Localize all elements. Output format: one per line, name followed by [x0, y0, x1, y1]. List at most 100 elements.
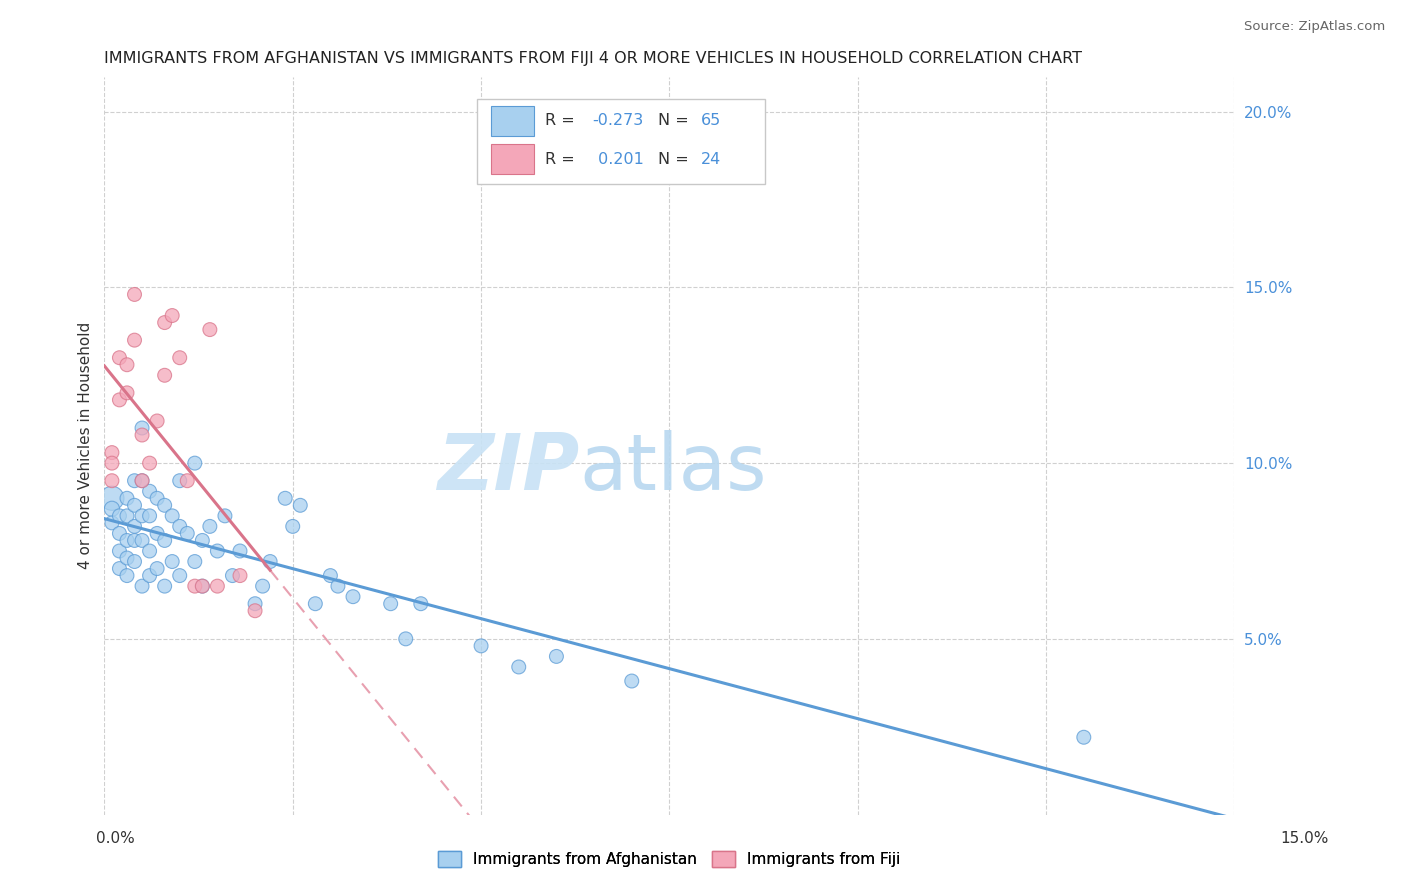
Point	[153, 533, 176, 548]
Point	[342, 590, 364, 604]
Point	[191, 579, 214, 593]
Point	[146, 561, 169, 575]
Point	[138, 568, 160, 582]
Point	[108, 561, 131, 575]
Point	[184, 456, 207, 470]
Point	[101, 516, 124, 530]
Point	[124, 519, 146, 533]
Point	[319, 568, 342, 582]
Point	[326, 579, 349, 593]
Text: 24: 24	[702, 152, 721, 167]
Point	[160, 508, 183, 523]
Point	[198, 323, 221, 337]
Point	[108, 508, 131, 523]
Point	[153, 498, 176, 512]
Point	[131, 421, 153, 435]
Point	[131, 508, 153, 523]
Point	[115, 385, 138, 400]
Point	[380, 597, 402, 611]
Point	[198, 519, 221, 533]
Point	[101, 474, 124, 488]
Point	[101, 501, 124, 516]
Text: 15.0%: 15.0%	[1281, 831, 1329, 846]
Point	[131, 474, 153, 488]
Point	[176, 474, 198, 488]
Point	[221, 568, 243, 582]
Point	[508, 660, 530, 674]
Point	[274, 491, 297, 506]
Point	[395, 632, 418, 646]
Point	[184, 579, 207, 593]
Point	[620, 673, 643, 688]
Point	[184, 555, 207, 569]
Point	[214, 508, 236, 523]
Point	[229, 568, 252, 582]
Point	[124, 333, 146, 347]
Point	[124, 555, 146, 569]
Text: atlas: atlas	[579, 430, 766, 506]
Point	[131, 428, 153, 442]
Point	[243, 604, 266, 618]
Point	[207, 579, 229, 593]
Point	[259, 555, 281, 569]
Point	[243, 597, 266, 611]
Point	[281, 519, 304, 533]
Point	[169, 351, 191, 365]
FancyBboxPatch shape	[491, 145, 534, 174]
Point	[108, 544, 131, 558]
Point	[160, 309, 183, 323]
Text: 0.201: 0.201	[592, 152, 644, 167]
Text: Source: ZipAtlas.com: Source: ZipAtlas.com	[1244, 20, 1385, 33]
Text: ZIP: ZIP	[437, 430, 579, 506]
Point	[108, 526, 131, 541]
Point	[124, 498, 146, 512]
Point	[115, 491, 138, 506]
Point	[108, 392, 131, 407]
Point	[138, 484, 160, 499]
Point	[546, 649, 568, 664]
Point	[124, 287, 146, 301]
Point	[101, 456, 124, 470]
Y-axis label: 4 or more Vehicles in Household: 4 or more Vehicles in Household	[79, 322, 93, 569]
Point	[290, 498, 312, 512]
Point	[131, 533, 153, 548]
Point	[191, 579, 214, 593]
Point	[138, 456, 160, 470]
Point	[169, 519, 191, 533]
Text: N =: N =	[658, 113, 695, 128]
Point	[115, 533, 138, 548]
Point	[115, 551, 138, 566]
Point	[207, 544, 229, 558]
Point	[169, 474, 191, 488]
Point	[470, 639, 492, 653]
Text: N =: N =	[658, 152, 695, 167]
Point	[115, 358, 138, 372]
Text: -0.273: -0.273	[592, 113, 644, 128]
Point	[101, 445, 124, 459]
FancyBboxPatch shape	[477, 99, 765, 184]
Point	[304, 597, 326, 611]
Point	[101, 491, 124, 506]
Point	[409, 597, 432, 611]
Point	[138, 508, 160, 523]
Point	[252, 579, 274, 593]
Point	[153, 368, 176, 383]
Point	[146, 526, 169, 541]
Point	[131, 579, 153, 593]
Text: IMMIGRANTS FROM AFGHANISTAN VS IMMIGRANTS FROM FIJI 4 OR MORE VEHICLES IN HOUSEH: IMMIGRANTS FROM AFGHANISTAN VS IMMIGRANT…	[104, 51, 1083, 66]
Point	[191, 533, 214, 548]
Point	[124, 474, 146, 488]
Point	[1073, 731, 1095, 745]
Point	[131, 474, 153, 488]
Point	[160, 555, 183, 569]
Point	[169, 568, 191, 582]
Text: R =: R =	[546, 152, 581, 167]
Point	[153, 316, 176, 330]
Point	[146, 491, 169, 506]
Text: 0.0%: 0.0%	[96, 831, 135, 846]
Point	[229, 544, 252, 558]
Point	[138, 544, 160, 558]
Text: R =: R =	[546, 113, 581, 128]
Point	[108, 351, 131, 365]
Legend: Immigrants from Afghanistan, Immigrants from Fiji: Immigrants from Afghanistan, Immigrants …	[432, 845, 907, 873]
